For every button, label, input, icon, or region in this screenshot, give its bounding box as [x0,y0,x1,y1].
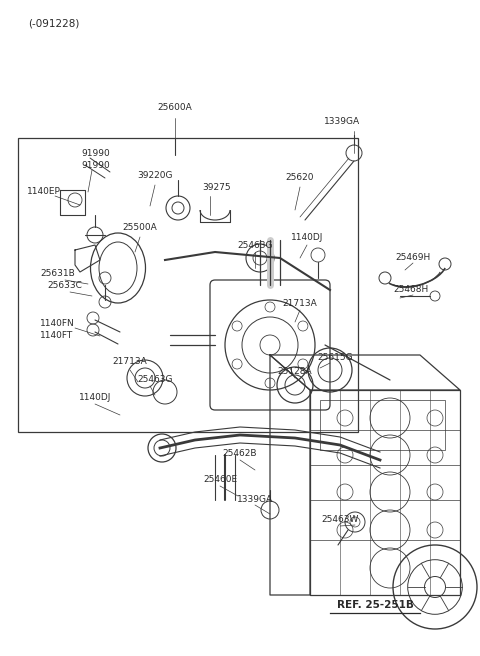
Text: 25620: 25620 [286,173,314,182]
Text: 21713A: 21713A [283,298,317,308]
Text: 25615G: 25615G [317,354,353,363]
Text: 25600A: 25600A [157,104,192,112]
Text: 25128A: 25128A [278,367,312,377]
Text: 1140DJ: 1140DJ [291,232,323,241]
Text: 39220G: 39220G [137,171,173,180]
Text: REF. 25-251B: REF. 25-251B [336,600,413,610]
Text: (-091228): (-091228) [28,18,79,28]
Bar [320,400,445,450]
Text: 1339GA: 1339GA [237,495,273,504]
Text: 25463G: 25463G [237,241,273,251]
Text: 1140EP: 1140EP [27,188,61,197]
Text: 39275: 39275 [203,184,231,192]
Text: 91990: 91990 [82,161,110,169]
Text: 25500A: 25500A [122,224,157,232]
Text: 25460E: 25460E [203,474,237,483]
Text: 25633C: 25633C [48,281,83,291]
Text: 25463G: 25463G [137,375,173,384]
Text: 91990: 91990 [82,150,110,159]
Text: 1339GA: 1339GA [324,117,360,125]
Text: 21713A: 21713A [113,358,147,367]
Text: 25462B: 25462B [223,449,257,457]
Text: 1140DJ: 1140DJ [79,392,111,401]
Text: 25469H: 25469H [396,253,431,262]
Text: 1140FT: 1140FT [40,331,73,340]
Text: 1140FN: 1140FN [40,319,75,327]
Bar [18,138,358,432]
Text: 25631B: 25631B [41,270,75,279]
Text: 25463W: 25463W [321,516,359,525]
Text: 25468H: 25468H [394,285,429,295]
